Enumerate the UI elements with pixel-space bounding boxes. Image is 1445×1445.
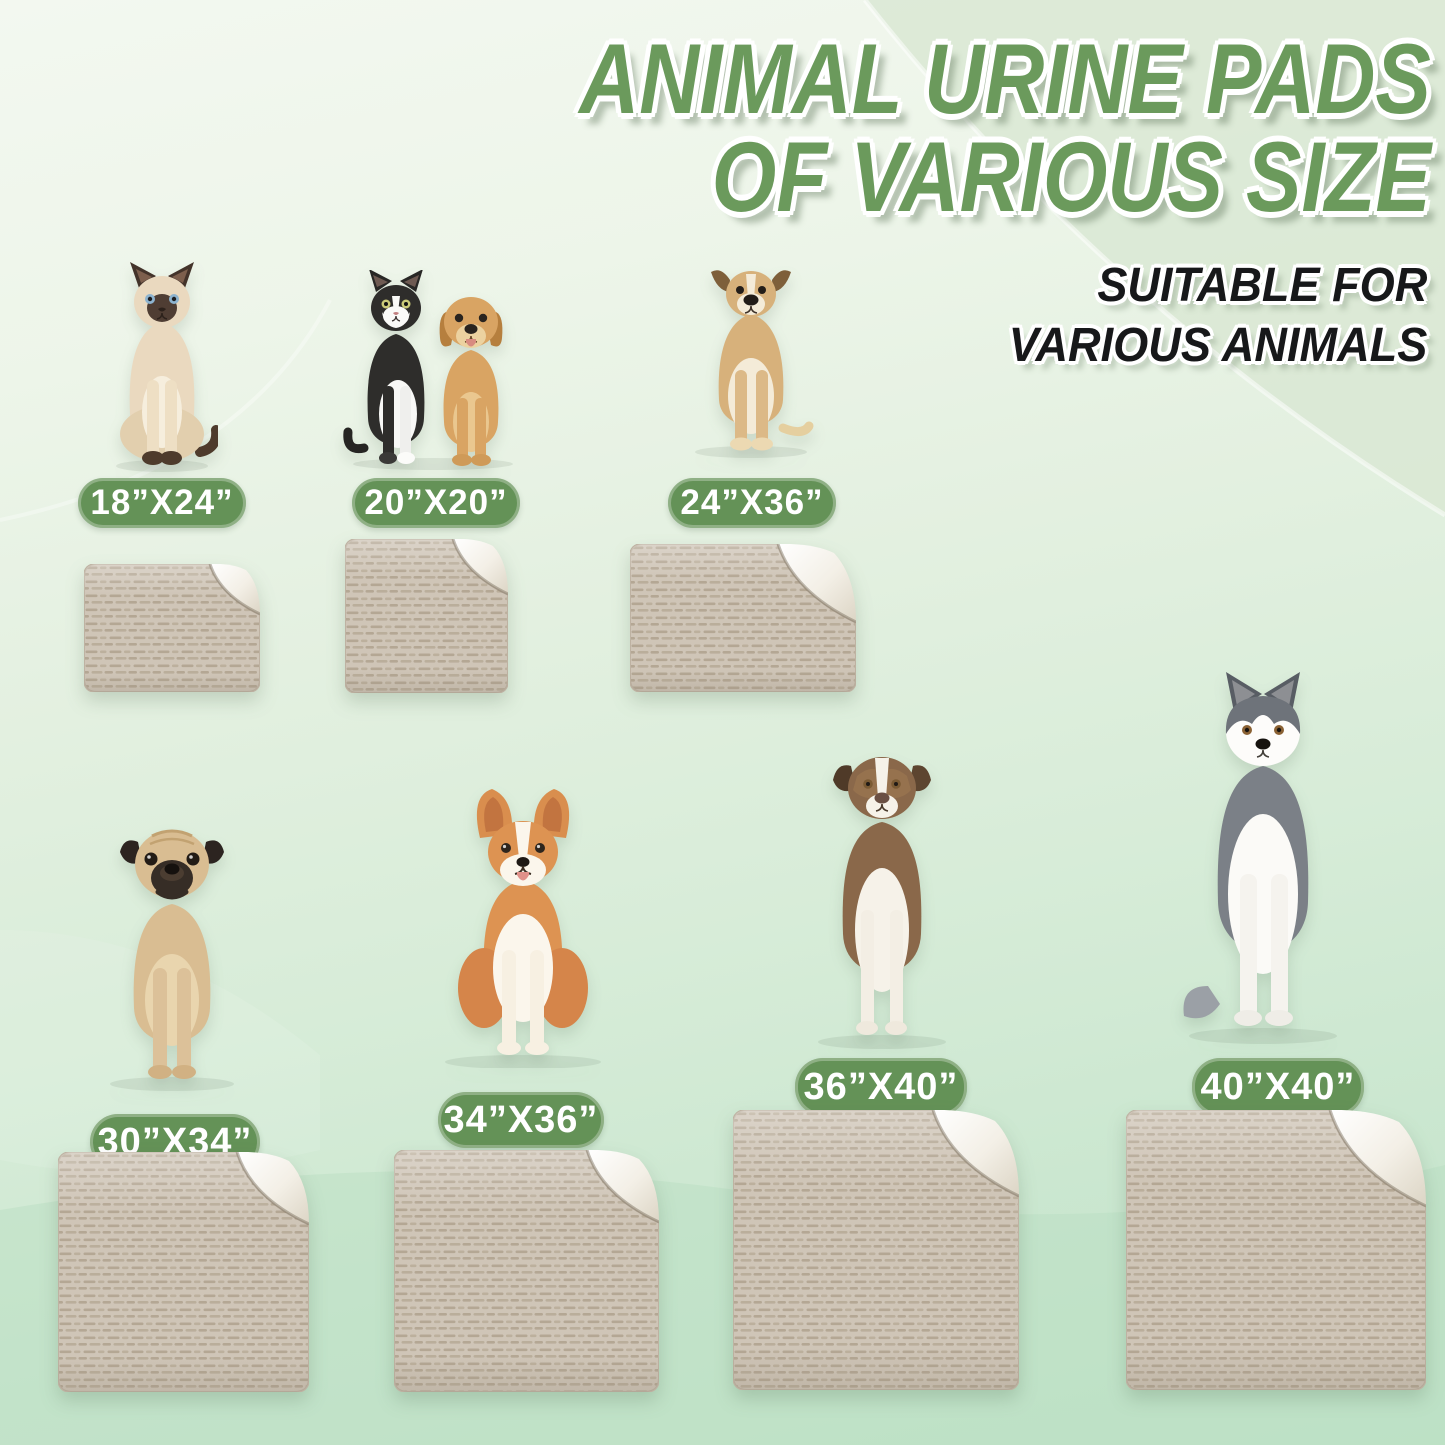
siamese-cat-image bbox=[116, 262, 218, 472]
pad-36x40-image bbox=[733, 1110, 1019, 1390]
tuxedo-cat-and-puppy-image bbox=[343, 270, 513, 470]
size-badge-36x40: 36”X40” bbox=[795, 1058, 967, 1116]
page-subtitle-line1: SUITABLE FOR bbox=[1096, 259, 1427, 312]
size-badge-34x36: 34”X36” bbox=[438, 1092, 604, 1148]
australian-shepherd-image bbox=[818, 757, 946, 1049]
size-badge-20x20: 20”X20” bbox=[352, 478, 520, 528]
pad-20x20-image bbox=[345, 539, 508, 693]
corgi-image bbox=[445, 789, 601, 1068]
tan-dog-image bbox=[695, 270, 814, 458]
pad-40x40-image bbox=[1126, 1110, 1426, 1390]
pad-30x34-image bbox=[58, 1152, 309, 1392]
page-subtitle: SUITABLE FOR VARIOUS ANIMALS bbox=[982, 256, 1427, 377]
page-title-line2: OF VARIOUS SIZE bbox=[711, 121, 1431, 232]
page-title-line1: ANIMAL URINE PADS bbox=[579, 23, 1431, 134]
page-subtitle-line2: VARIOUS ANIMALS bbox=[1008, 319, 1427, 373]
size-badge-40x40: 40”X40” bbox=[1192, 1058, 1364, 1116]
pug-image bbox=[110, 829, 234, 1091]
size-badge-24x36: 24”X36” bbox=[668, 478, 836, 528]
pad-34x36-image bbox=[394, 1150, 659, 1392]
pad-18x24-image bbox=[84, 564, 260, 692]
page-title: ANIMAL URINE PADS OF VARIOUS SIZE bbox=[417, 23, 1431, 232]
size-badge-18x24: 18”X24” bbox=[78, 478, 246, 528]
husky-image bbox=[1183, 672, 1337, 1044]
pad-24x36-image bbox=[630, 544, 856, 692]
